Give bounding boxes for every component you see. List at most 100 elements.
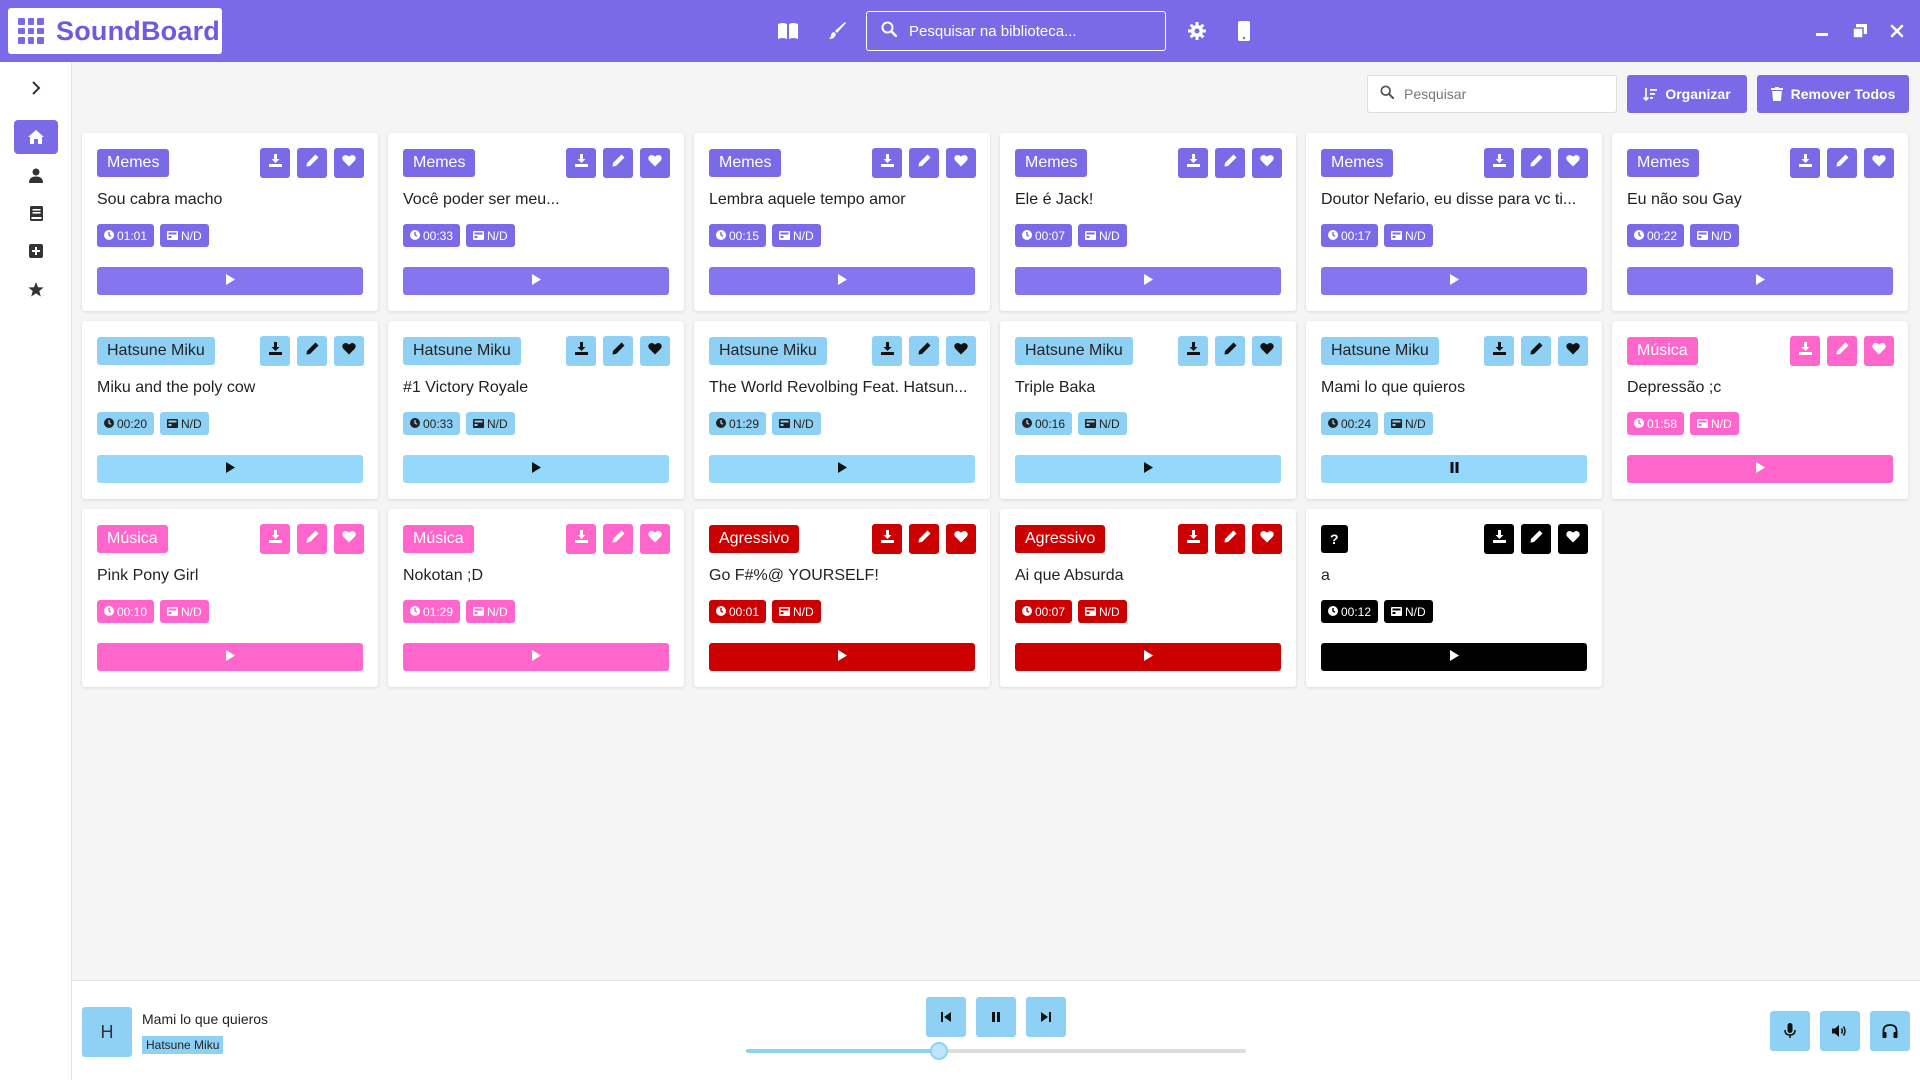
volume-button[interactable] — [1820, 1011, 1860, 1051]
edit-button[interactable] — [1827, 336, 1857, 366]
microphone-button[interactable] — [1770, 1011, 1810, 1051]
category-tag[interactable]: Música — [403, 525, 474, 553]
download-button[interactable] — [566, 524, 596, 554]
edit-button[interactable] — [603, 524, 633, 554]
download-button[interactable] — [566, 336, 596, 366]
favorite-button[interactable] — [334, 148, 364, 178]
category-tag[interactable]: Memes — [709, 149, 782, 177]
previous-track-button[interactable] — [926, 997, 966, 1037]
edit-button[interactable] — [297, 148, 327, 178]
category-tag[interactable]: Hatsune Miku — [1015, 337, 1133, 365]
category-tag[interactable]: Agressivo — [709, 525, 800, 553]
favorite-button[interactable] — [1252, 148, 1282, 178]
play-button[interactable] — [1321, 267, 1587, 295]
library-search-box[interactable] — [866, 11, 1166, 51]
play-button[interactable] — [97, 643, 363, 671]
favorite-button[interactable] — [334, 524, 364, 554]
favorite-button[interactable] — [334, 336, 364, 366]
edit-button[interactable] — [1521, 524, 1551, 554]
category-tag[interactable]: ? — [1321, 525, 1348, 553]
edit-button[interactable] — [603, 336, 633, 366]
favorite-button[interactable] — [640, 148, 670, 178]
download-button[interactable] — [1178, 336, 1208, 366]
sound-search-input[interactable] — [1404, 86, 1604, 102]
app-logo[interactable]: SoundBoard — [8, 8, 222, 54]
favorite-button[interactable] — [1558, 336, 1588, 366]
favorite-button[interactable] — [946, 148, 976, 178]
edit-button[interactable] — [1215, 148, 1245, 178]
pause-button[interactable] — [1321, 455, 1587, 483]
pause-button[interactable] — [976, 997, 1016, 1037]
play-button[interactable] — [709, 267, 975, 295]
favorite-button[interactable] — [1252, 524, 1282, 554]
favorite-button[interactable] — [640, 524, 670, 554]
progress-handle[interactable] — [929, 1042, 948, 1060]
download-button[interactable] — [1484, 524, 1514, 554]
play-button[interactable] — [1015, 643, 1281, 671]
edit-button[interactable] — [909, 524, 939, 554]
sidebar-item-home[interactable] — [14, 120, 58, 154]
edit-button[interactable] — [1215, 336, 1245, 366]
headphones-button[interactable] — [1870, 1011, 1910, 1051]
play-button[interactable] — [403, 267, 669, 295]
library-book-icon[interactable] — [776, 19, 800, 43]
sidebar-item-favorites[interactable] — [14, 272, 58, 306]
edit-button[interactable] — [297, 524, 327, 554]
download-button[interactable] — [260, 524, 290, 554]
play-button[interactable] — [709, 643, 975, 671]
edit-button[interactable] — [1827, 148, 1857, 178]
category-tag[interactable]: Hatsune Miku — [403, 337, 521, 365]
download-button[interactable] — [872, 148, 902, 178]
category-tag[interactable]: Agressivo — [1015, 525, 1106, 553]
play-button[interactable] — [1015, 267, 1281, 295]
favorite-button[interactable] — [946, 524, 976, 554]
play-button[interactable] — [1627, 267, 1893, 295]
edit-button[interactable] — [1521, 148, 1551, 178]
play-button[interactable] — [1321, 643, 1587, 671]
edit-button[interactable] — [1521, 336, 1551, 366]
category-tag[interactable]: Hatsune Miku — [1321, 337, 1439, 365]
download-button[interactable] — [566, 148, 596, 178]
close-icon[interactable] — [1886, 20, 1908, 42]
sidebar-item-user[interactable] — [14, 158, 58, 192]
play-button[interactable] — [1015, 455, 1281, 483]
edit-button[interactable] — [297, 336, 327, 366]
download-button[interactable] — [872, 524, 902, 554]
download-button[interactable] — [1178, 524, 1208, 554]
sound-search-box[interactable] — [1367, 75, 1617, 113]
sidebar-item-add[interactable] — [14, 234, 58, 268]
sidebar-item-library[interactable] — [14, 196, 58, 230]
favorite-button[interactable] — [640, 336, 670, 366]
edit-button[interactable] — [909, 148, 939, 178]
edit-button[interactable] — [603, 148, 633, 178]
favorite-button[interactable] — [1864, 336, 1894, 366]
favorite-button[interactable] — [1558, 148, 1588, 178]
organize-button[interactable]: Organizar — [1627, 75, 1747, 113]
progress-slider[interactable] — [746, 1042, 1246, 1060]
category-tag[interactable]: Memes — [1627, 149, 1700, 177]
favorite-button[interactable] — [1558, 524, 1588, 554]
download-button[interactable] — [1790, 148, 1820, 178]
favorite-button[interactable] — [1864, 148, 1894, 178]
category-tag[interactable]: Hatsune Miku — [709, 337, 827, 365]
download-button[interactable] — [1790, 336, 1820, 366]
restore-window-icon[interactable] — [1849, 20, 1871, 42]
sidebar-expand-button[interactable] — [14, 71, 58, 105]
gear-icon[interactable] — [1185, 19, 1209, 43]
favorite-button[interactable] — [1252, 336, 1282, 366]
download-button[interactable] — [1484, 148, 1514, 178]
play-button[interactable] — [97, 455, 363, 483]
category-tag[interactable]: Música — [1627, 337, 1698, 365]
category-tag[interactable]: Memes — [1015, 149, 1088, 177]
download-button[interactable] — [260, 148, 290, 178]
next-track-button[interactable] — [1026, 997, 1066, 1037]
library-search-input[interactable] — [909, 22, 1159, 40]
category-tag[interactable]: Hatsune Miku — [97, 337, 215, 365]
play-button[interactable] — [97, 267, 363, 295]
download-button[interactable] — [1484, 336, 1514, 366]
edit-button[interactable] — [1215, 524, 1245, 554]
download-button[interactable] — [260, 336, 290, 366]
play-button[interactable] — [709, 455, 975, 483]
category-tag[interactable]: Memes — [403, 149, 476, 177]
play-button[interactable] — [403, 455, 669, 483]
